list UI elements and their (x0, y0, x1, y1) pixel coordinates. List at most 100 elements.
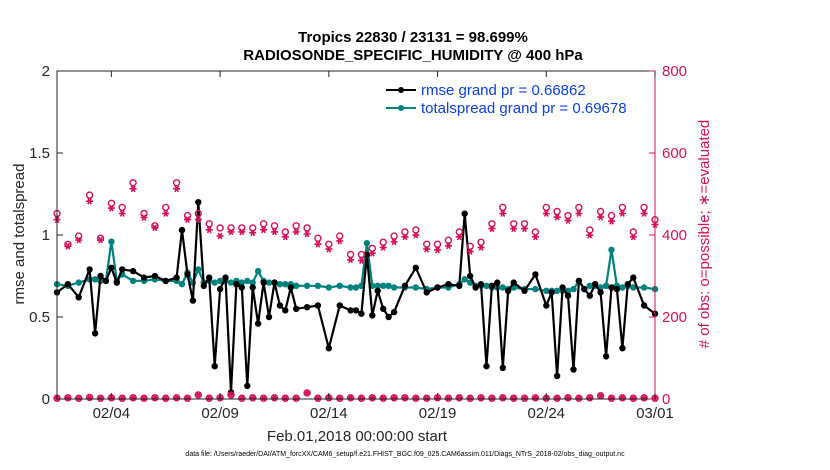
series-point-rmse (129, 267, 137, 275)
obs-evaluated-point (173, 394, 181, 402)
series-point-rmse (575, 277, 583, 285)
obs-possible-point (488, 220, 496, 228)
series-point-rmse (602, 353, 610, 360)
series-point-rmse (200, 282, 207, 289)
obs-evaluated-point (401, 394, 409, 402)
series-point-spread (363, 240, 371, 247)
obs-evaluated-point (75, 394, 83, 402)
obs-evaluated-point (434, 246, 441, 254)
obs-evaluated-point (531, 394, 539, 402)
series-point-rmse (222, 274, 229, 281)
obs-evaluated-point (194, 391, 202, 399)
series-point-spread (75, 279, 82, 286)
obs-evaluated-point (499, 210, 507, 217)
series-point-spread (265, 279, 273, 286)
series-point-rmse (287, 284, 294, 291)
obs-evaluated-point (336, 394, 344, 402)
obs-possible-point (401, 228, 409, 236)
left-y-tick-label: 1.5 (29, 145, 50, 162)
x-tick-label: 03/01 (636, 405, 674, 422)
x-tick-label: 02/04 (93, 405, 131, 422)
obs-evaluated-point (347, 394, 355, 402)
series-point-rmse (119, 266, 126, 273)
series-point-rmse (423, 289, 430, 296)
obs-evaluated-point (151, 394, 159, 402)
series-point-rmse (380, 305, 387, 312)
obs-evaluated-point (618, 394, 626, 402)
obs-possible-point (531, 228, 540, 236)
obs-possible-point (542, 203, 550, 212)
series-point-rmse (238, 284, 245, 291)
series-point-spread (553, 287, 561, 294)
obs-evaluated-point (205, 394, 213, 402)
series-point-spread (630, 284, 637, 291)
series-point-rmse (488, 282, 496, 289)
series-point-rmse (358, 310, 365, 317)
series-point-spread (608, 246, 615, 253)
series-point-spread (543, 287, 550, 294)
series-point-rmse (173, 274, 180, 281)
obs-possible-point (281, 228, 289, 236)
series-point-rmse (75, 294, 82, 301)
obs-evaluated-point (271, 228, 278, 236)
obs-evaluated-point (401, 233, 409, 241)
obs-possible-point (618, 203, 627, 212)
series-point-spread (385, 282, 392, 289)
obs-possible-point (596, 207, 605, 216)
x-tick-label: 02/19 (419, 405, 457, 422)
obs-possible-point (325, 240, 333, 249)
series-point-spread (216, 277, 224, 285)
obs-possible-point (292, 222, 300, 230)
obs-evaluated-point (597, 392, 605, 400)
series-point-spread (195, 266, 202, 273)
series-point-rmse (102, 277, 110, 285)
obs-possible-point (520, 220, 529, 228)
series-point-rmse (564, 292, 572, 299)
series-point-rmse (467, 272, 474, 280)
obs-possible-point (423, 240, 431, 249)
obs-evaluated-point (586, 394, 594, 402)
series-point-spread (619, 284, 626, 291)
obs-evaluated-point (455, 233, 463, 241)
obs-evaluated-point (271, 394, 278, 402)
series-point-rmse (369, 312, 376, 319)
obs-evaluated-point (227, 228, 235, 236)
obs-possible-point (575, 203, 583, 212)
obs-evaluated-point (194, 216, 202, 224)
series-point-rmse (640, 302, 648, 309)
obs-evaluated-point (184, 216, 191, 224)
obs-evaluated-point (173, 185, 181, 193)
obs-evaluated-point (118, 210, 126, 217)
series-point-spread (244, 277, 251, 285)
plot-background (57, 71, 655, 399)
series-point-rmse (630, 274, 637, 281)
obs-possible-point (129, 179, 137, 187)
series-point-rmse (249, 284, 256, 291)
series-point-rmse (477, 281, 485, 288)
series-point-spread (276, 281, 284, 288)
series-point-spread (336, 282, 343, 289)
series-point-rmse (543, 302, 550, 309)
series-point-rmse (233, 281, 240, 288)
obs-possible-point (357, 250, 366, 259)
series-point-rmse (624, 281, 631, 288)
series-point-rmse (352, 307, 360, 314)
left-y-tick-label: 0 (42, 391, 50, 408)
series-point-rmse (86, 266, 93, 273)
obs-evaluated-point (292, 394, 300, 402)
obs-possible-point (346, 250, 355, 259)
obs-possible-point (586, 226, 594, 234)
series-point-spread (461, 276, 468, 283)
legend: rmse grand pr = 0.66862 totalspread gran… (386, 82, 627, 117)
obs-evaluated-point (618, 210, 626, 217)
obs-evaluated-point (314, 394, 322, 402)
obs-possible-point (161, 203, 170, 212)
obs-evaluated-point (281, 394, 289, 402)
series-point-spread (483, 282, 490, 289)
right-y-axis-label: # of obs: o=possible; ∗=evaluated (696, 120, 713, 349)
obs-evaluated-point (357, 257, 365, 265)
obs-possible-point (259, 220, 268, 228)
obs-evaluated-point (390, 238, 398, 246)
obs-evaluated-point (608, 217, 615, 225)
series-point-rmse (581, 285, 588, 293)
